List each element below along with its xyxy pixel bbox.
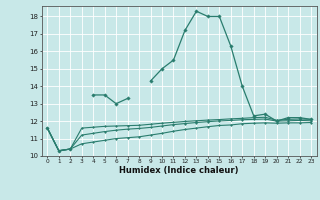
X-axis label: Humidex (Indice chaleur): Humidex (Indice chaleur) bbox=[119, 166, 239, 175]
